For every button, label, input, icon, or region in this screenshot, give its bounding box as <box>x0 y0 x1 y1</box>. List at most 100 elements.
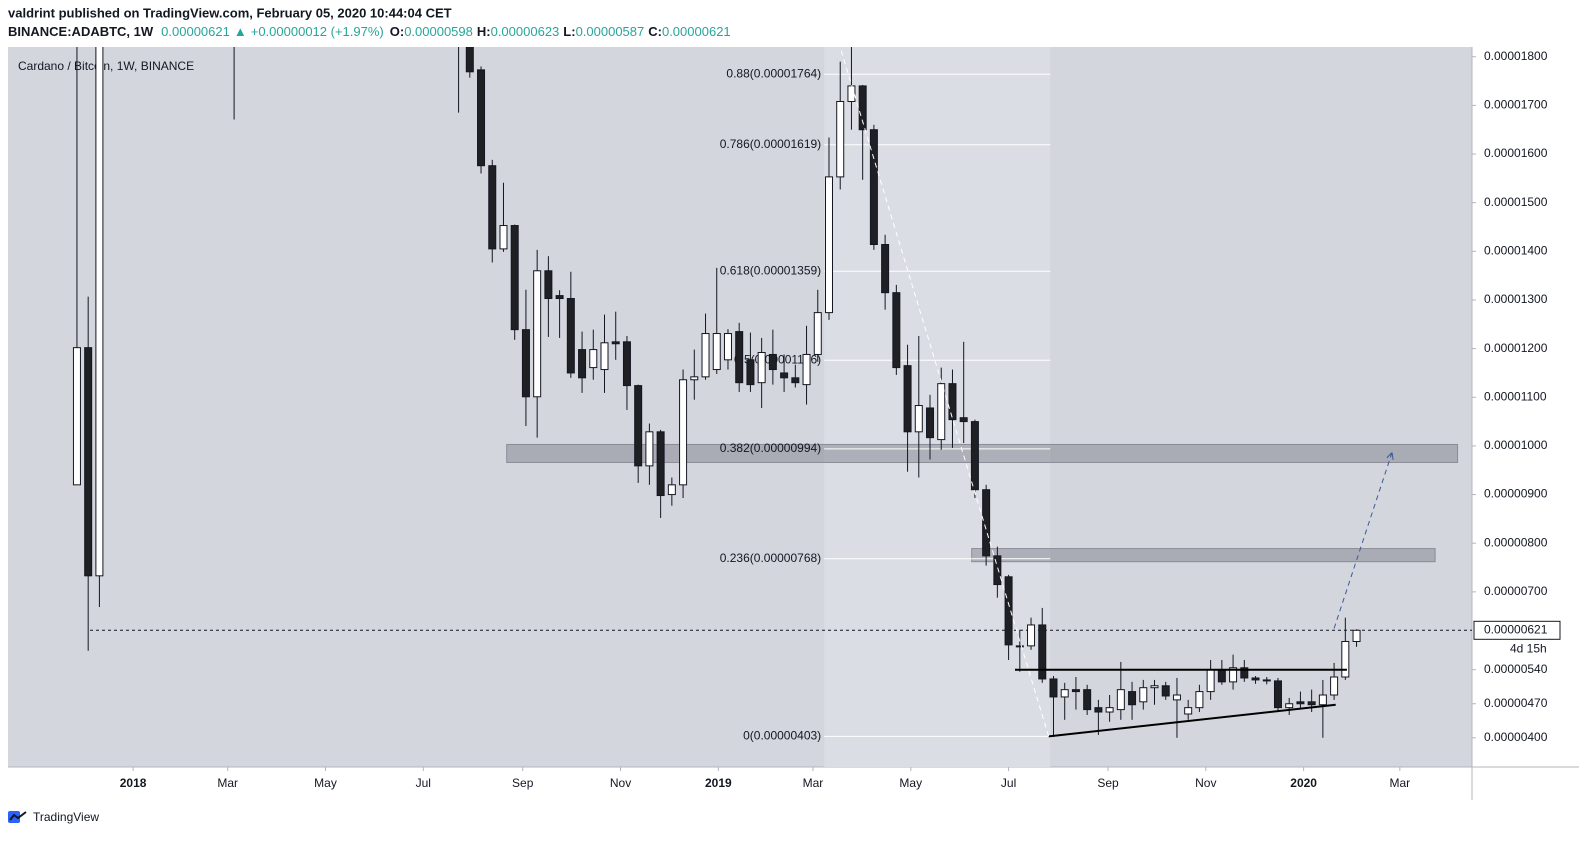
candle-body <box>712 333 721 371</box>
l-label: L: <box>563 24 575 39</box>
candle-body <box>1071 689 1080 693</box>
candle-body <box>1172 694 1181 701</box>
candle-body <box>723 333 732 361</box>
candle-body <box>757 352 766 384</box>
y-tick-label: 0.00001300 <box>1484 292 1548 306</box>
last-price-label: 0.00000621 <box>1484 622 1548 636</box>
y-tick-label: 0.00001400 <box>1484 243 1548 257</box>
candle-body <box>1217 669 1226 683</box>
x-tick-label: Nov <box>1195 776 1216 790</box>
candle-body <box>1161 685 1170 697</box>
candle-body <box>802 353 811 386</box>
candle-body <box>701 333 710 378</box>
change: +0.00000012 (+1.97%) <box>251 24 384 39</box>
candle-body <box>600 342 609 371</box>
candle-body <box>72 347 81 486</box>
candle-body <box>611 341 620 345</box>
candle-body <box>970 421 979 491</box>
candle-body <box>1330 676 1339 696</box>
candle-body <box>1307 701 1316 706</box>
candle-body <box>869 129 878 246</box>
zone <box>506 443 1459 463</box>
x-tick-label: 2020 <box>1290 776 1317 790</box>
candle-body <box>1116 689 1125 711</box>
fib-label: 0.618(0.00001359) <box>720 263 821 277</box>
candle-body <box>544 270 553 300</box>
x-tick-label: Sep <box>512 776 534 790</box>
candle-body <box>903 365 912 433</box>
candle-body <box>1184 707 1193 715</box>
candle-body <box>1285 703 1294 709</box>
y-tick-label: 0.00000540 <box>1484 662 1548 676</box>
candle-body <box>656 431 665 497</box>
x-tick-label: Jul <box>416 776 431 790</box>
candle-body <box>622 341 631 387</box>
candle-body <box>566 298 575 374</box>
candle-body <box>847 85 856 102</box>
candle-body <box>578 349 587 379</box>
c: 0.00000621 <box>662 24 731 39</box>
h: 0.00000623 <box>491 24 560 39</box>
candle-body <box>1004 576 1013 646</box>
zone <box>971 548 1436 563</box>
candle-body <box>1083 689 1092 711</box>
candle-body <box>84 347 93 577</box>
y-tick-label: 0.00001700 <box>1484 98 1548 112</box>
candle-body <box>95 47 104 577</box>
candle-body <box>488 165 497 250</box>
x-tick-label: May <box>899 776 922 790</box>
candle-body <box>1341 640 1350 678</box>
fib-label: 0(0.00000403) <box>743 729 821 743</box>
plot: Cardano / Bitcoin, 1W, BINANCE 0.88(0.000… <box>18 47 1472 767</box>
x-tick-label: May <box>314 776 337 790</box>
candle-body <box>813 312 822 355</box>
candle-body <box>1195 691 1204 709</box>
y-tick-label: 0.00001200 <box>1484 341 1548 355</box>
logo <box>8 811 27 823</box>
x-tick-label: 2019 <box>705 776 732 790</box>
candle-body <box>645 431 654 467</box>
y-tick-label: 0.00000900 <box>1484 487 1548 501</box>
candle-body <box>959 417 968 423</box>
candle-body <box>1027 624 1036 647</box>
brand: TradingView <box>33 810 99 824</box>
x-tick-label: Mar <box>803 776 824 790</box>
x-tick-label: Nov <box>610 776 631 790</box>
candle-body <box>791 377 800 384</box>
candle-body <box>746 359 755 386</box>
candle-body <box>914 405 923 433</box>
y-tick-label: 0.00000700 <box>1484 584 1548 598</box>
candle-body <box>1352 629 1361 642</box>
symbol-line: BINANCE:ADABTC, 1W 0.00000621 ▲ +0.00000012… <box>8 24 731 39</box>
candle-body <box>1318 694 1327 706</box>
trend-line <box>1333 453 1392 629</box>
candle-body <box>1229 667 1238 683</box>
plot-area <box>8 47 1472 767</box>
candle-body <box>533 270 542 398</box>
fib-band <box>824 47 1051 767</box>
candle-body <box>858 85 867 131</box>
o: 0.00000598 <box>404 24 473 39</box>
symbol: BINANCE:ADABTC, 1W <box>8 24 154 39</box>
candle-body <box>589 349 598 369</box>
last: 0.00000621 <box>161 24 230 39</box>
candle-body <box>1094 707 1103 713</box>
h-label: H: <box>477 24 491 39</box>
candle-body <box>948 383 957 421</box>
candle-body <box>510 225 519 331</box>
o-label: O: <box>390 24 404 39</box>
candle-body <box>926 407 935 439</box>
watermark: Cardano / Bitcoin, 1W, BINANCE <box>18 59 194 73</box>
y-tick-label: 0.00001800 <box>1484 49 1548 63</box>
candle-body <box>836 100 845 178</box>
candle-body <box>499 225 508 250</box>
l: 0.00000587 <box>576 24 645 39</box>
trend-line <box>1048 703 1336 738</box>
candle-body <box>521 329 530 398</box>
candle-body <box>937 383 946 441</box>
y-tick-label: 0.00000400 <box>1484 730 1548 744</box>
candle-body <box>824 176 833 314</box>
y-tick-label: 0.00001100 <box>1484 389 1547 403</box>
